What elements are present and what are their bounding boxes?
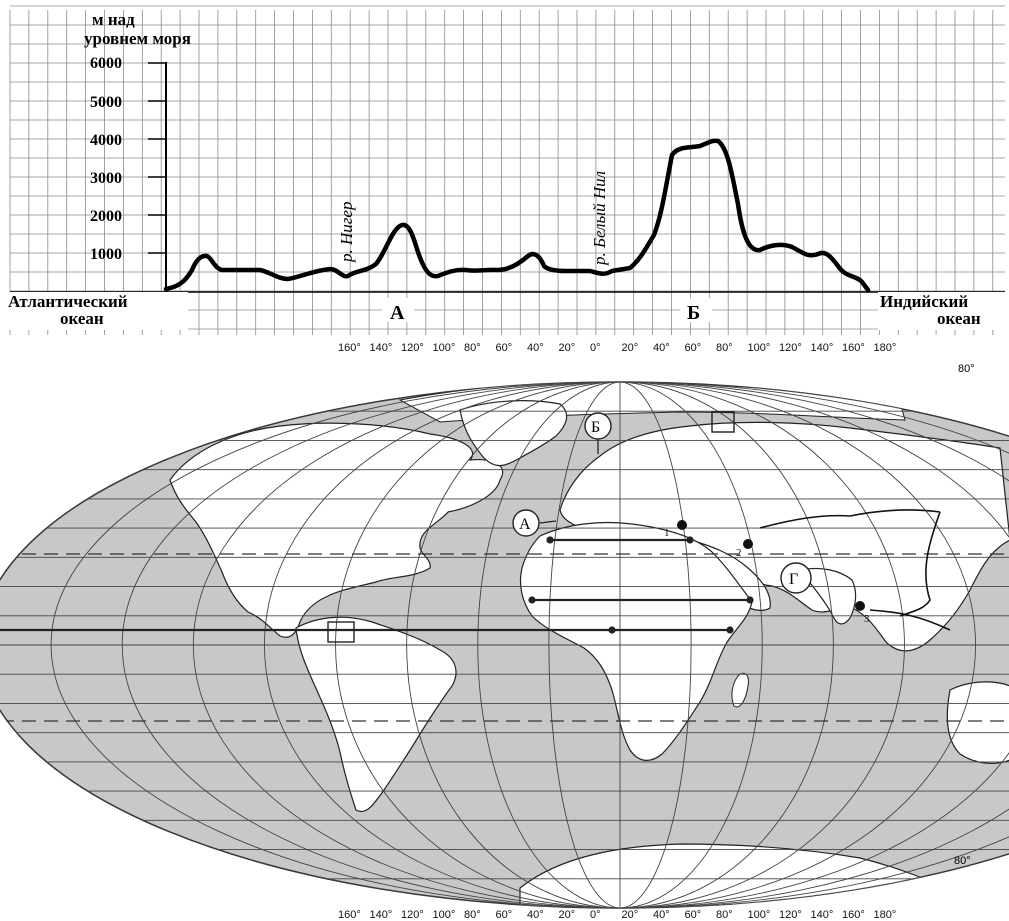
- longitude-label-bottom: 20°: [559, 909, 576, 921]
- left-label-bg: [8, 292, 188, 330]
- map-graticule: [0, 382, 1009, 908]
- marker-g: Г: [780, 562, 812, 594]
- numbered-points: 1 2 3: [664, 520, 870, 625]
- longitude-label-top: 60°: [685, 342, 702, 354]
- route-line: [759, 509, 951, 631]
- profile-point-a-label: А: [390, 302, 405, 324]
- longitude-labels-bottom: 160° 140° 120° 100° 80° 60° 40° 20° 0° 20° 40° 60° 8…: [338, 909, 896, 921]
- longitude-label-top: 0°: [590, 342, 601, 354]
- longitude-label-bottom: 20°: [622, 909, 639, 921]
- australia: [946, 681, 1009, 764]
- point-2-label: 2: [736, 547, 742, 559]
- point-1-label: 1: [664, 527, 670, 539]
- meridian-line: [619, 382, 1009, 908]
- profile-point-b-label: Б: [687, 302, 700, 324]
- marker-b-label: Б: [591, 419, 600, 436]
- longitude-label-top: 60°: [496, 342, 513, 354]
- longitude-labels-top: 160° 140° 120° 100° 80° 60° 40° 20° 0° 20° 40° 60° 8…: [338, 342, 896, 354]
- latitude-label-top: 80°: [958, 363, 975, 375]
- world-map: 160° 140° 120° 100° 80° 60° 40° 20° 0° 20° 40° 60° 8…: [0, 342, 1009, 921]
- y-tick-label: 6000: [90, 55, 122, 72]
- y-tick-label: 1000: [90, 246, 122, 263]
- north-america: [169, 422, 504, 638]
- longitude-label-bottom: 80°: [464, 909, 481, 921]
- indian-ocean-label-line2: океан: [937, 309, 981, 328]
- river-niger-label: р. Нигер: [337, 202, 356, 263]
- longitude-label-top: 40°: [527, 342, 544, 354]
- africa: [519, 521, 753, 761]
- longitude-label-top: 120°: [401, 342, 424, 354]
- longitude-label-top: 160°: [842, 342, 865, 354]
- longitude-label-bottom: 40°: [653, 909, 670, 921]
- point-2-dot: [743, 539, 753, 549]
- profile-transects: [0, 536, 754, 634]
- map-content: [0, 382, 1009, 908]
- longitude-label-bottom: 140°: [811, 909, 834, 921]
- longitude-label-bottom: 180°: [874, 909, 897, 921]
- river-white-nile-label: р. Белый Нил: [590, 171, 609, 266]
- meridian-line: [619, 382, 1009, 908]
- longitude-label-bottom: 80°: [716, 909, 733, 921]
- point-a-bg: [382, 298, 414, 322]
- longitude-label-top: 180°: [874, 342, 897, 354]
- marker-a-label: А: [519, 516, 531, 533]
- longitude-label-bottom: 100°: [433, 909, 456, 921]
- marker-g-label: Г: [789, 571, 798, 588]
- marker-b: Б: [584, 412, 612, 454]
- highlight-box-russia: [711, 411, 735, 433]
- longitude-label-bottom: 120°: [779, 909, 802, 921]
- point-3-dot: [855, 601, 865, 611]
- elevation-profile: м над уровнем моря 6000 5000 4000 3000 2…: [8, 5, 1006, 335]
- longitude-label-top: 140°: [370, 342, 393, 354]
- greenland: [459, 400, 568, 467]
- atlantic-ocean-label-line2: океан: [60, 309, 104, 328]
- longitude-label-bottom: 120°: [401, 909, 424, 921]
- meridian-line: [619, 382, 1009, 908]
- longitude-label-top: 80°: [716, 342, 733, 354]
- longitude-label-top: 140°: [811, 342, 834, 354]
- y-axis-title-line1: м над: [92, 10, 135, 29]
- longitude-label-top: 100°: [433, 342, 456, 354]
- latitude-label-bottom: 80°: [954, 855, 971, 867]
- meridian-line: [619, 382, 1009, 908]
- profile-grid: [9, 5, 1005, 335]
- atlantic-ocean-label-line1: Атлантический: [8, 292, 128, 311]
- y-tick-marks: [148, 62, 166, 254]
- longitude-label-top: 80°: [464, 342, 481, 354]
- longitude-label-top: 40°: [653, 342, 670, 354]
- longitude-label-top: 20°: [622, 342, 639, 354]
- highlight-box-amazon: [327, 621, 355, 643]
- point-3-label: 3: [864, 613, 870, 625]
- meridian-line: [0, 382, 621, 908]
- longitude-label-bottom: 140°: [370, 909, 393, 921]
- y-tick-label: 2000: [90, 208, 122, 225]
- point-b-bg: [680, 298, 712, 322]
- longitude-label-bottom: 40°: [527, 909, 544, 921]
- y-tick-labels: 6000 5000 4000 3000 2000 1000: [90, 55, 122, 263]
- y-tick-label: 5000: [90, 94, 122, 111]
- longitude-label-bottom: 160°: [842, 909, 865, 921]
- y-tick-label: 4000: [90, 132, 122, 149]
- indian-ocean-label-line1: Индийский: [880, 292, 968, 311]
- longitude-label-top: 120°: [779, 342, 802, 354]
- longitude-label-bottom: 160°: [338, 909, 361, 921]
- longitude-label-top: 100°: [748, 342, 771, 354]
- marker-a: А: [512, 509, 557, 537]
- longitude-label-bottom: 0°: [590, 909, 601, 921]
- y-axis-title-line2: уровнем моря: [84, 29, 191, 48]
- india: [798, 567, 857, 625]
- longitude-label-top: 160°: [338, 342, 361, 354]
- longitude-label-bottom: 100°: [748, 909, 771, 921]
- right-label-bg: [878, 292, 1006, 330]
- longitude-label-bottom: 60°: [496, 909, 513, 921]
- terrain-profile-line: [163, 138, 871, 293]
- longitude-label-top: 20°: [559, 342, 576, 354]
- point-1-dot: [677, 520, 687, 530]
- longitude-label-bottom: 60°: [685, 909, 702, 921]
- y-tick-label: 3000: [90, 170, 122, 187]
